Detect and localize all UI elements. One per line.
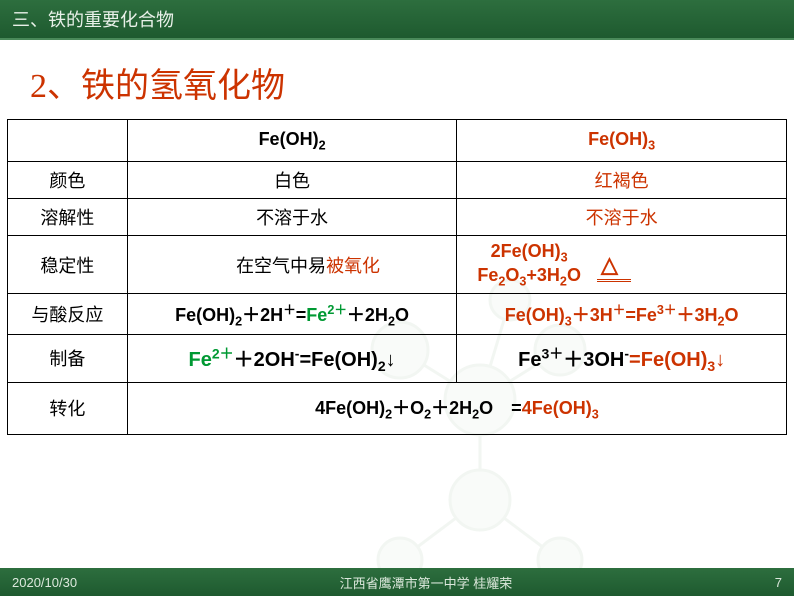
top-bar: 三、铁的重要化合物 [0,0,794,40]
label-stability: 稳定性 [8,236,128,294]
comparison-table: Fe(OH)2 Fe(OH)3 颜色 白色 红褐色 溶解性 不溶于水 不溶于水 … [7,119,787,435]
header-feoh3: Fe(OH)3 [457,120,787,162]
row-color: 颜色 白色 红褐色 [8,162,787,199]
prep-feoh3: Fe3＋＋3OH-=Fe(OH)3↓ [457,334,787,382]
stab-feoh3: 2Fe(OH)3 Fe2O3+3H2O △ [457,236,787,294]
footer-page-number: 7 [775,575,782,590]
label-color: 颜色 [8,162,128,199]
label-solubility: 溶解性 [8,199,128,236]
row-stability: 稳定性 在空气中易被氧化 2Fe(OH)3 Fe2O3+3H2O △ [8,236,787,294]
label-prep: 制备 [8,334,128,382]
prep-feoh2: Fe2＋＋2OH-=Fe(OH)2↓ [127,334,457,382]
header-feoh2: Fe(OH)2 [127,120,457,162]
header-empty [8,120,128,162]
footer-credit: 江西省鹰潭市第一中学 桂耀荣 [77,573,775,592]
heat-triangle-icon: △ [601,252,618,278]
row-solubility: 溶解性 不溶于水 不溶于水 [8,199,787,236]
stab-feoh2: 在空气中易被氧化 [127,236,457,294]
row-convert: 转化 4Fe(OH)2＋O2＋2H2O =4Fe(OH)3 [8,382,787,434]
sol-feoh2: 不溶于水 [127,199,457,236]
footer-date: 2020/10/30 [12,575,77,590]
page-heading: 2、铁的氢氧化物 [0,40,794,119]
row-prep: 制备 Fe2＋＋2OH-=Fe(OH)2↓ Fe3＋＋3OH-=Fe(OH)3↓ [8,334,787,382]
label-convert: 转化 [8,382,128,434]
color-feoh3: 红褐色 [457,162,787,199]
topbar-title: 三、铁的重要化合物 [12,6,174,32]
sol-feoh3: 不溶于水 [457,199,787,236]
table-header-row: Fe(OH)2 Fe(OH)3 [8,120,787,162]
color-feoh2: 白色 [127,162,457,199]
footer-bar: 2020/10/30 江西省鹰潭市第一中学 桂耀荣 7 [0,568,794,596]
convert-equation: 4Fe(OH)2＋O2＋2H2O =4Fe(OH)3 [127,382,786,434]
acid-feoh2: Fe(OH)2＋2H＋=Fe2＋＋2H2O [127,294,457,335]
label-acid: 与酸反应 [8,294,128,335]
row-acid: 与酸反应 Fe(OH)2＋2H＋=Fe2＋＋2H2O Fe(OH)3＋3H＋=F… [8,294,787,335]
acid-feoh3: Fe(OH)3＋3H＋=Fe3＋＋3H2O [457,294,787,335]
